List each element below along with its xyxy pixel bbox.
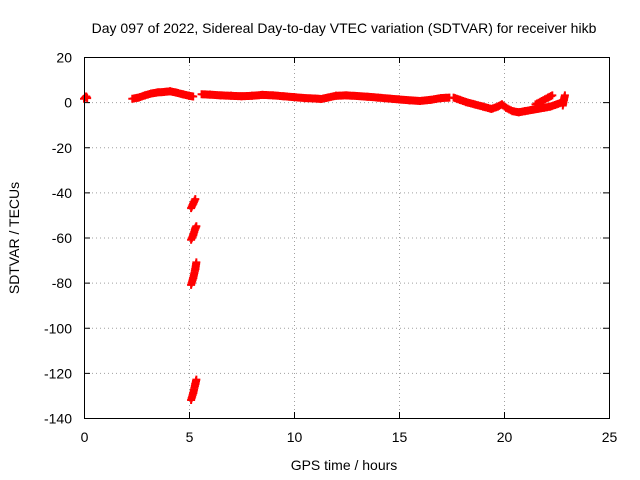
data-point	[189, 92, 198, 101]
x-tick-label: 5	[186, 429, 194, 445]
y-axis-label: SDTVAR / TECUs	[6, 182, 22, 294]
y-tick-label: -40	[52, 185, 72, 201]
data-point	[191, 195, 200, 204]
y-tick-label: 20	[56, 50, 72, 66]
data-series-sdtvar	[80, 87, 569, 404]
data-point	[560, 91, 569, 100]
data-point	[192, 222, 201, 231]
y-tick-label: -20	[52, 140, 72, 156]
x-tick-label: 10	[287, 429, 303, 445]
plot-frame	[84, 57, 610, 419]
data-point	[192, 375, 201, 384]
y-tick-label: -120	[44, 365, 72, 381]
y-tick-label: -80	[52, 275, 72, 291]
chart-title: Day 097 of 2022, Sidereal Day-to-day VTE…	[92, 20, 597, 36]
y-tick-label: -140	[44, 411, 72, 427]
axis-ticks: 0 5 10 15 20 25 20 0 -20 -40 -60 -80 -100 -120 -140	[44, 50, 618, 446]
x-tick-label: 20	[497, 429, 513, 445]
x-tick-label: 25	[602, 429, 618, 445]
y-tick-label: -100	[44, 320, 72, 336]
x-tick-label: 0	[81, 429, 89, 445]
data-point	[192, 258, 201, 267]
x-axis-label: GPS time / hours	[291, 457, 398, 473]
y-tick-label: -60	[52, 230, 72, 246]
data-point	[548, 91, 557, 100]
y-tick-label: 0	[64, 95, 72, 111]
x-tick-label: 15	[392, 429, 408, 445]
